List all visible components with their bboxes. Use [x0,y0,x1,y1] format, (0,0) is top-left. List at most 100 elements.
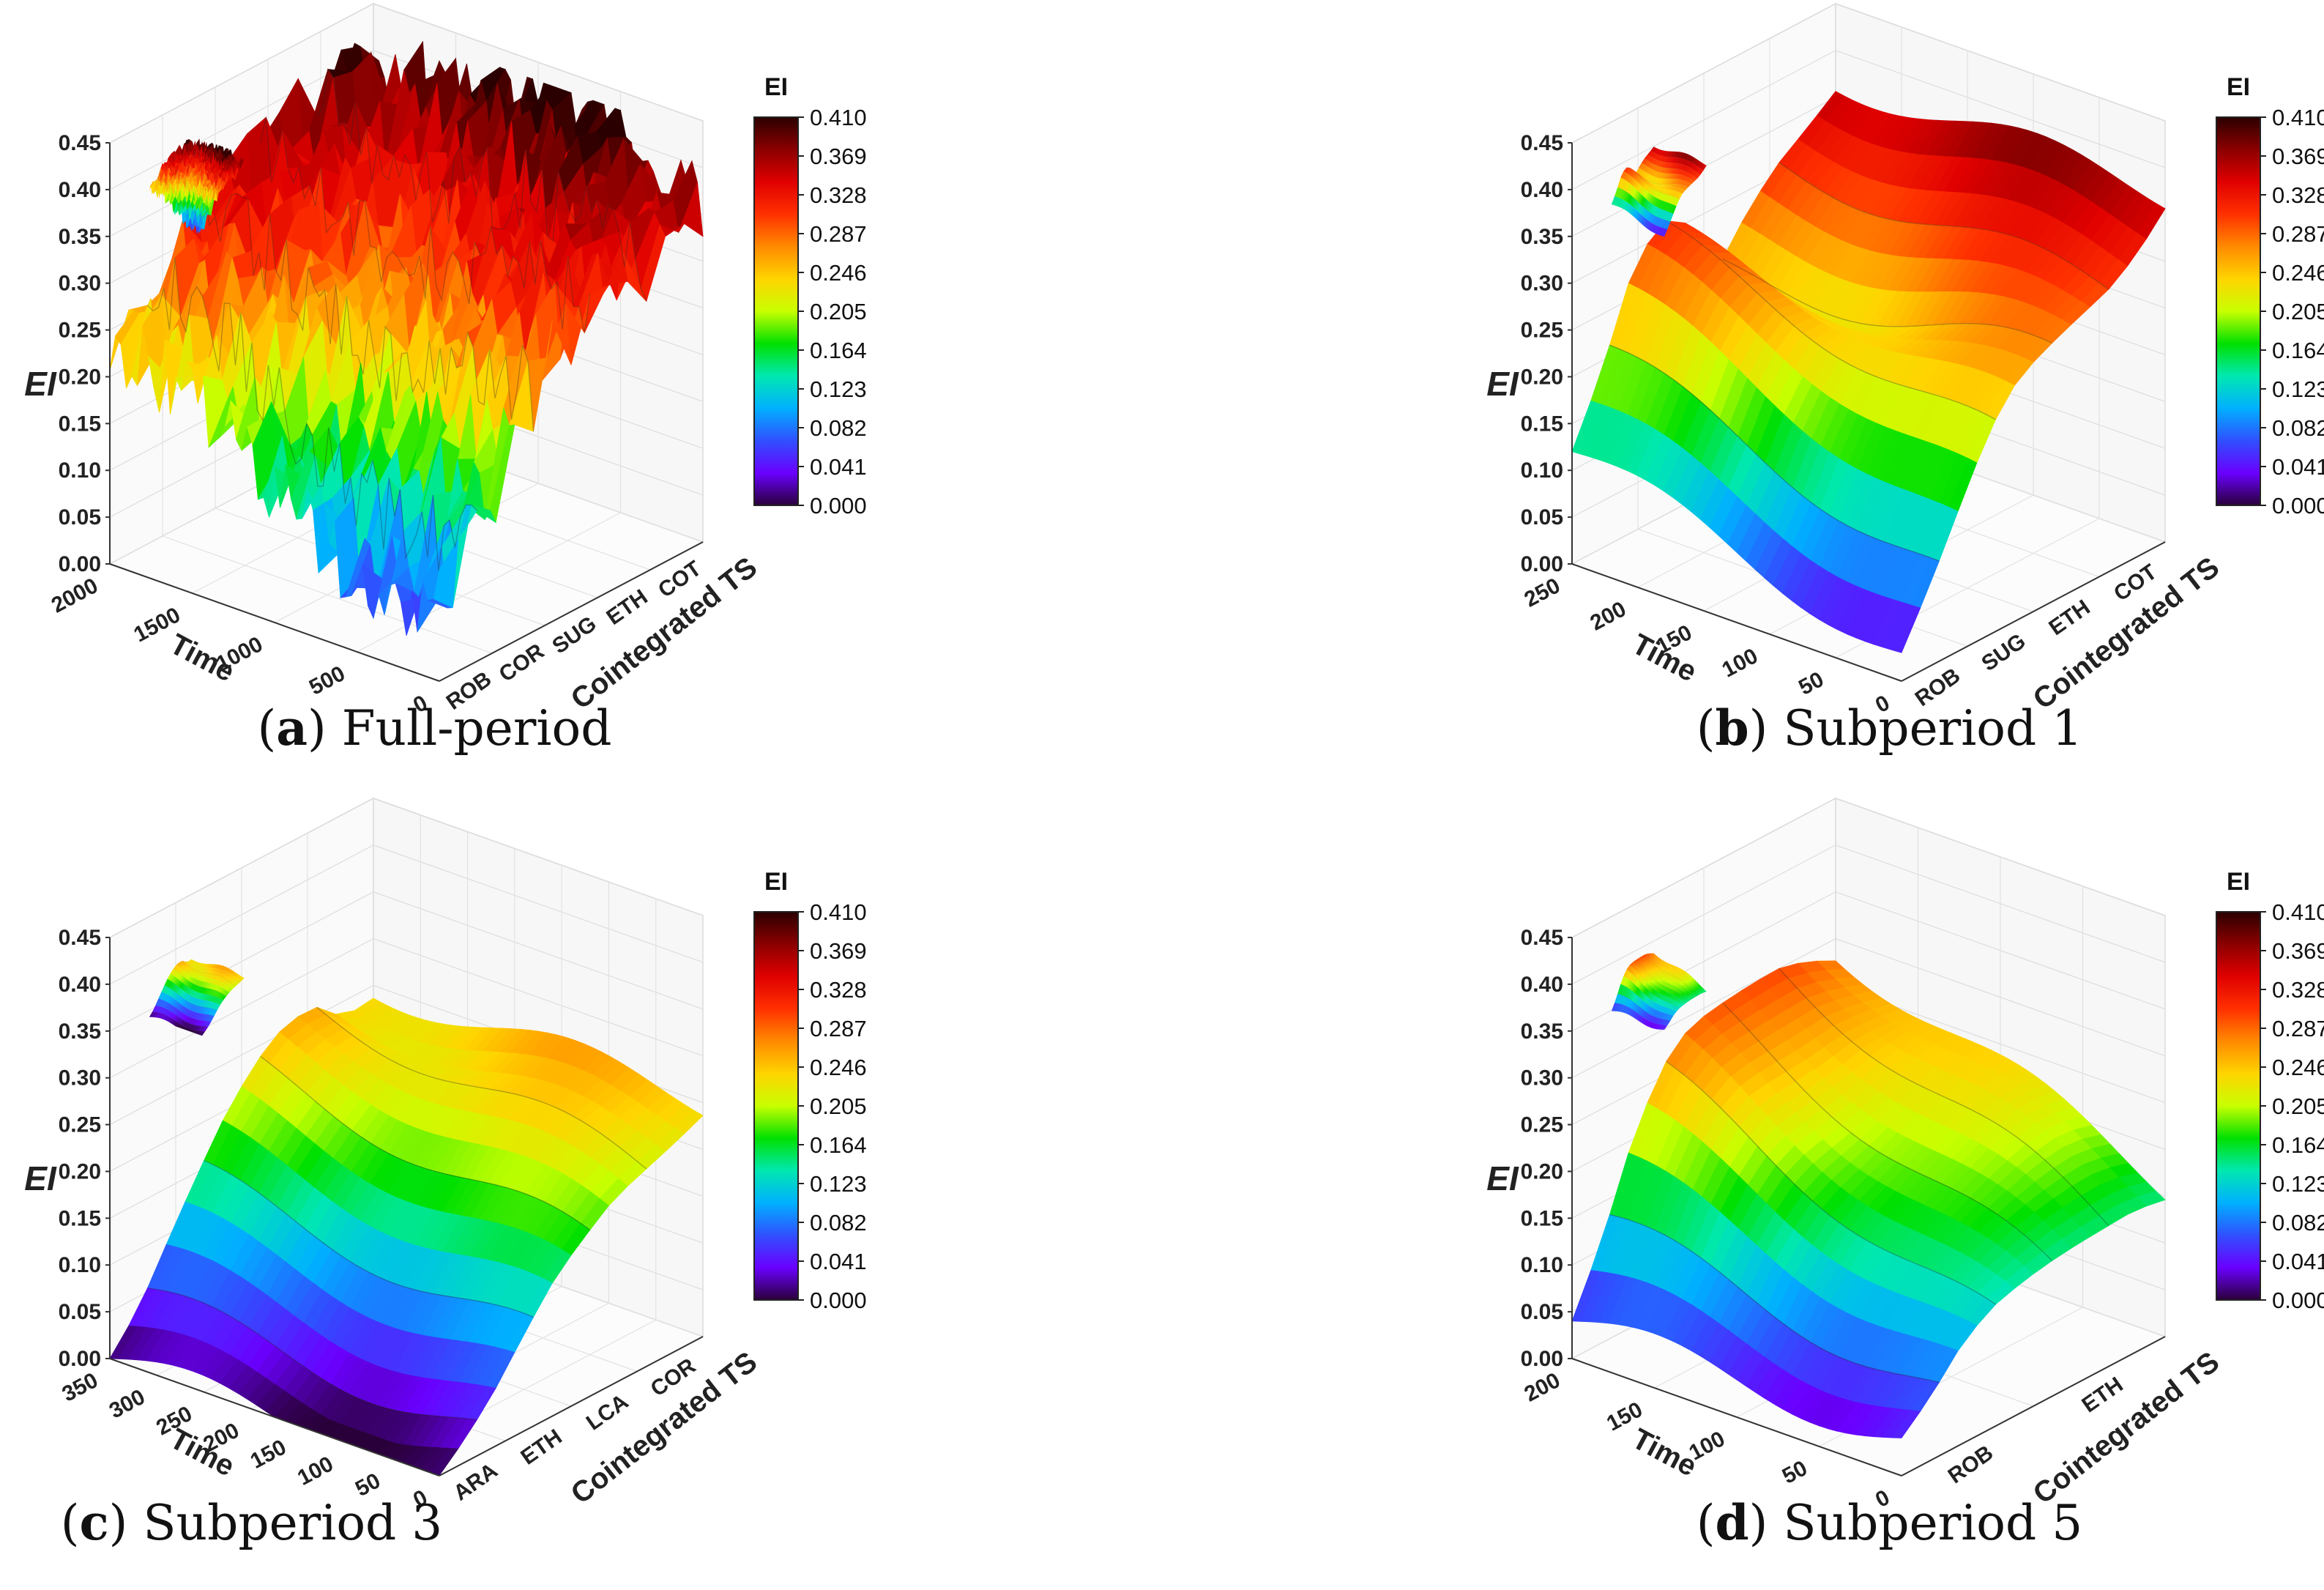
time-tick-label: 500 [305,661,349,700]
colorbar [2216,116,2261,506]
z-tick-label: 0.40 [59,178,101,202]
z-tick-label: 0.20 [1521,1159,1563,1184]
colorbar-title: EI [2227,73,2250,101]
surface-b [1571,91,2166,653]
z-tick-label: 0.30 [59,272,101,296]
z-tick-label: 0.45 [1521,926,1563,950]
panel-subperiod-1: 0.45 0.40 0.35 0.30 0.25 0.20 0.15 0.10 0.05 0.00… [1162,0,2324,795]
caption-b: (b) Subperiod 1 [1696,699,2083,757]
z-tick-label: 0.05 [59,505,101,530]
colorbar-tick-label: 0.287 [2272,221,2324,247]
time-tick-label: 200 [1587,597,1631,636]
surface-patch [1891,604,1921,653]
inset-thumbnail [1611,953,1707,1030]
contour-line [155,173,209,224]
caption-a: (a) Full-period [257,699,612,757]
surface-patch [201,218,206,230]
contour-line [182,960,236,987]
colorbar-tick-label: 0.123 [2272,376,2324,402]
z-tick-label: 0.05 [59,1300,101,1324]
colorbar-title: EI [764,73,788,101]
surface-chart-d: 0.450.400.350.300.250.200.150.100.050.00… [1486,797,2324,1512]
contour-line [1779,162,2109,290]
z-tick-label: 0.30 [59,1066,101,1091]
colorbar [753,911,799,1301]
time-tick-label: 150 [247,1435,291,1474]
time-tick-label: 100 [294,1452,338,1490]
z-tick-label: 0.25 [59,1113,101,1137]
panel-subperiod-5: 0.45 0.40 0.35 0.30 0.25 0.20 0.15 0.10 0.05 0.00… [1162,795,2324,1589]
surface-patch [1662,229,1668,237]
colorbar-tick-label: 0.082 [810,415,867,441]
contour-line [1609,1214,1940,1383]
colorbar-tick-label: 0.205 [810,1093,867,1119]
inset-surface [149,959,245,1036]
colorbar-tick-label: 0.041 [2272,454,2324,480]
z-tick-label: 0.40 [1521,178,1563,202]
z-tick-label: 0.35 [1521,1019,1563,1044]
contour-line [146,257,477,571]
colorbar-tick-label: 0.287 [810,221,867,247]
surface-d [1571,960,2166,1438]
contour-line [1645,157,1698,179]
colorbar-tick-label: 0.082 [2272,415,2324,441]
ts-axis-line [439,1336,704,1476]
colorbar-tick-label: 0.287 [810,1016,867,1041]
z-tick-label: 0.40 [59,973,101,997]
colorbar-title: EI [764,868,788,896]
surface-patch [433,539,459,609]
colorbar [753,116,799,506]
time-axis-line [1571,563,1902,682]
ts-axis-line [439,541,704,682]
contour-line [260,1055,591,1230]
plot-a: 0.450.400.350.300.250.200.150.100.050.00… [24,2,867,718]
contour-line [182,143,236,181]
inset-thumbnail [149,959,245,1036]
time-axis-line [109,563,440,682]
ts-axis-line [1901,1336,2166,1476]
z-axis-title: EI [1486,1159,1519,1197]
panel-full-period: 0.45 0.40 0.35 0.30 0.25 0.20 0.15 0.10 0.05 0.00… [0,0,1162,795]
surface-patch [1891,1410,1921,1438]
contour-line [155,1006,209,1028]
colorbar-tick-label: 0.000 [2272,493,2324,519]
time-tick-label: 50 [1795,667,1828,700]
z-axis-title: EI [24,365,57,403]
plot-d: 0.450.400.350.300.250.200.150.100.050.00… [1486,797,2324,1512]
colorbar-tick-label: 0.082 [810,1210,867,1236]
colorbar-tick-label: 0.369 [810,144,867,169]
contour-line [1779,967,2109,1226]
z-tick-label: 0.30 [1521,1066,1563,1091]
contour-line [1666,1060,1996,1305]
colorbar-tick-label: 0.369 [2272,144,2324,169]
contour-line [203,189,535,432]
colorbar-tick-label: 0.328 [2272,182,2324,208]
z-tick-label: 0.00 [59,552,101,576]
contour-line [1722,1003,2053,1261]
time-tick-label: 50 [1779,1456,1811,1489]
inset-thumbnail [1611,146,1707,237]
contour-line [147,1288,477,1421]
contour-line [1609,344,1940,562]
z-tick-label: 0.45 [59,926,101,950]
colorbar-tick-label: 0.123 [810,1171,867,1197]
colorbar-tick-label: 0.123 [810,376,867,402]
colorbar-tick-label: 0.328 [810,182,867,208]
colorbar-tick-label: 0.164 [810,338,867,363]
y-gridline [162,115,493,654]
plot-b: 0.450.400.350.300.250.200.150.100.050.00… [1486,2,2324,718]
z-tick-label: 0.25 [59,319,101,343]
z-tick-label: 0.35 [59,1019,101,1044]
z-tick-label: 0.15 [59,412,101,436]
contour-line [164,985,217,1011]
surface-a [109,40,704,636]
contour-line [1626,167,1680,200]
time-tick-label: 250 [1521,573,1565,612]
colorbar-tick-label: 0.246 [810,1055,867,1080]
z-tick-label: 0.45 [59,131,101,155]
z-tick-label: 0.10 [59,458,101,483]
surface-chart-a: 0.450.400.350.300.250.200.150.100.050.00… [24,2,867,718]
contour-line [164,162,217,201]
time-axis-line [109,1358,440,1476]
z-tick-label: 0.20 [59,1159,101,1184]
